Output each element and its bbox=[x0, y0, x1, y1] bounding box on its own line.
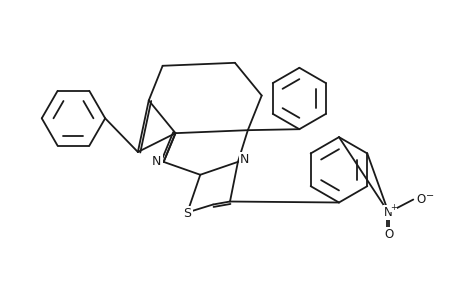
Text: −: − bbox=[425, 190, 433, 201]
Text: +: + bbox=[389, 203, 396, 212]
Text: O: O bbox=[383, 228, 392, 241]
Text: N: N bbox=[240, 153, 249, 167]
Text: N: N bbox=[151, 155, 161, 168]
Text: S: S bbox=[183, 207, 191, 220]
Text: O: O bbox=[416, 193, 425, 206]
Text: N: N bbox=[383, 206, 392, 219]
